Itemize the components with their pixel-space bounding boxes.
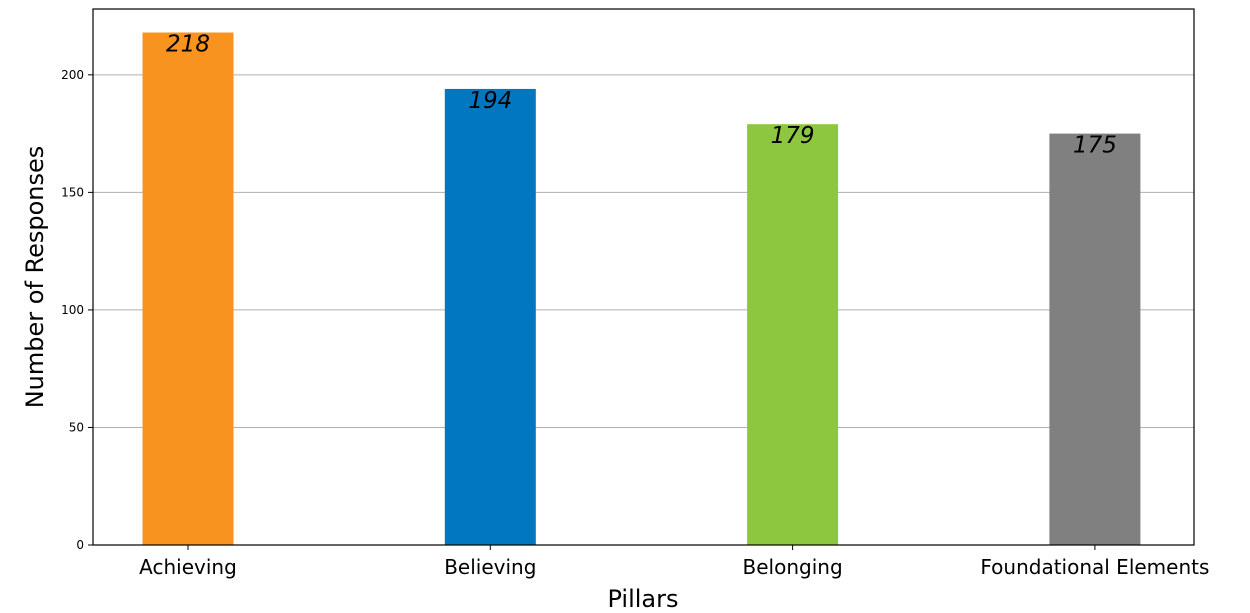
y-axis-ticks: 0 50 100 150 200 bbox=[61, 68, 93, 552]
y-axis-title: Number of Responses bbox=[21, 146, 49, 409]
data-labels: 218 194 179 175 bbox=[166, 32, 1117, 159]
y-tick-label: 200 bbox=[61, 68, 84, 82]
gridlines bbox=[93, 74, 1194, 428]
x-axis-ticks: Achieving Believing Belonging Foundational … bbox=[139, 545, 1209, 579]
bar-believing bbox=[444, 88, 536, 546]
y-tick-label: 50 bbox=[69, 420, 84, 434]
y-tick-label: 150 bbox=[61, 185, 84, 199]
data-label: 179 bbox=[771, 123, 815, 149]
data-label: 175 bbox=[1073, 133, 1117, 159]
y-tick-label: 0 bbox=[76, 538, 84, 552]
x-tick-label: Believing bbox=[444, 555, 536, 579]
x-tick-label: Belonging bbox=[743, 555, 843, 579]
data-label: 194 bbox=[468, 88, 512, 114]
x-axis-title: Pillars bbox=[607, 585, 678, 613]
y-tick-label: 100 bbox=[61, 303, 84, 317]
x-tick-label: Foundational Elements bbox=[980, 555, 1209, 579]
x-tick-label: Achieving bbox=[139, 555, 237, 579]
data-label: 218 bbox=[166, 32, 210, 58]
bars bbox=[142, 32, 1141, 546]
bar-achieving bbox=[142, 32, 234, 545]
bar-belonging bbox=[747, 124, 839, 545]
plot-frame bbox=[92, 8, 1195, 546]
bar-foundational-elements bbox=[1049, 133, 1141, 545]
